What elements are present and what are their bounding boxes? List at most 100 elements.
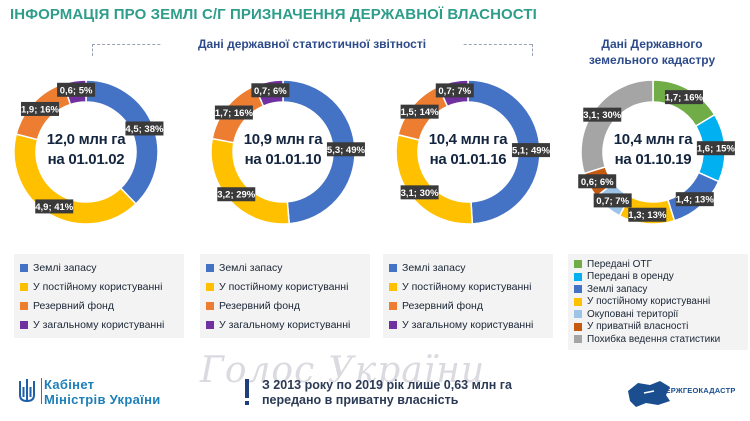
legend-item: Передані в оренду (574, 271, 742, 284)
slice-data-label: 0,6; 5% (57, 82, 96, 97)
slice-label-text: 1,3; 13% (628, 210, 667, 221)
slice-label-text: 1,9; 16% (21, 104, 60, 115)
legend-label: Землі запасу (587, 283, 648, 295)
legend-item: Похибка ведення статистики (574, 333, 742, 346)
label-box (435, 83, 474, 98)
legend-label: Резервний фонд (402, 299, 483, 312)
label-box (400, 185, 439, 200)
legend-swatch (389, 301, 397, 310)
slice-label-text: 3,1; 30% (401, 188, 440, 199)
legend-swatch (574, 260, 582, 269)
legend-item: Передані ОТГ (574, 258, 742, 271)
donut-slice (580, 79, 654, 175)
page-title: ІНФОРМАЦІЯ ПРО ЗЕМЛІ С/Г ПРИЗНАЧЕННЯ ДЕР… (10, 6, 537, 23)
legend-2016: Землі запасу У постійному користуванні Рез… (383, 254, 553, 338)
donut-svg-2019: 1,7; 16% 1,6; 15% 1,4; 13% 1,3; 13% 0,7; 7% 0… (578, 79, 736, 225)
legend-item: Землі запасу (20, 258, 178, 277)
legend-swatch (389, 263, 397, 272)
donut-chart-2016: 5,1; 49% 3,1; 30% 1,5; 14% 0,7; 7% 10,4 млн… (388, 72, 551, 232)
legend-label: У загальному користуванні (219, 318, 351, 331)
slice-label-text: 0,7; 7% (596, 196, 629, 207)
legend-swatch (389, 282, 397, 291)
slice-label-text: 3,1; 30% (583, 110, 622, 121)
label-box (664, 90, 703, 105)
slice-data-label: 5,3; 49% (327, 142, 366, 157)
legend-label: У загальному користуванні (33, 318, 165, 331)
legend-swatch (20, 282, 28, 291)
donut-center-area: 10,4 млн га (428, 131, 508, 148)
legend-item: Резервний фонд (20, 296, 178, 315)
slice-label-text: 1,7; 16% (215, 108, 254, 119)
legend-swatch (574, 310, 582, 319)
slice-label-text: 1,7; 16% (665, 93, 704, 104)
exclamation-icon (245, 379, 249, 405)
privatization-note: З 2013 року по 2019 рік лише 0,63 млн га… (262, 378, 512, 408)
label-box (217, 187, 256, 202)
slice-data-label: 1,6; 15% (696, 141, 736, 156)
slice-data-label: 4,9; 41% (35, 199, 74, 214)
agency-name: ДЕРЖГЕОКАДАСТР (660, 386, 736, 395)
legend-item: У постійному користуванні (389, 277, 547, 296)
legend-label: Передані в оренду (587, 271, 674, 283)
slice-label-text: 1,6; 15% (697, 144, 736, 155)
slice-data-label: 3,1; 30% (583, 107, 622, 122)
label-box (400, 104, 439, 119)
donut-center-date: на 01.10.19 (614, 151, 692, 168)
legend-label: У постійному користуванні (587, 296, 711, 308)
donut-center-date: на 01.01.10 (244, 151, 322, 168)
slice-label-text: 4,5; 38% (125, 124, 164, 135)
legend-label: У приватній власності (587, 321, 689, 333)
donut-svg-2016: 5,1; 49% 3,1; 30% 1,5; 14% 0,7; 7% (395, 79, 551, 225)
legend-2002: Землі запасу У постійному користуванні Рез… (14, 254, 184, 338)
donut-svg-2010: 5,3; 49% 3,2; 29% 1,7; 16%0,7; 6% (210, 79, 366, 225)
legend-label: Резервний фонд (33, 299, 114, 312)
donut-center-2010: 10,9 млн га на 01.01.10 (203, 130, 363, 170)
label-box (511, 143, 550, 158)
slice-label-text: 5,3; 49% (327, 145, 366, 156)
label-box (214, 105, 253, 120)
legend-item: Землі запасу (206, 258, 364, 277)
legend-2010: Землі запасу У постійному користуванні Рез… (200, 254, 370, 338)
donut-center-2019: 10,4 млн га на 01.10.19 (573, 130, 733, 170)
slice-label-text: 3,2; 29% (217, 190, 256, 201)
donut-center-area: 12,0 млн га (46, 131, 126, 148)
legend-swatch (206, 320, 214, 329)
legend-item: У постійному користуванні (20, 277, 178, 296)
legend-label: Окуповані території (587, 308, 679, 320)
label-box (696, 141, 735, 156)
slice-data-label: 0,6; 6% (578, 174, 617, 189)
legend-swatch (206, 282, 214, 291)
legend-swatch (20, 263, 28, 272)
slice-data-label: 1,7; 16% (664, 90, 704, 105)
donut-chart-2010: 5,3; 49% 3,2; 29% 1,7; 16% 0,7; 6% 10,9 млн… (203, 72, 366, 232)
legend-label: Землі запасу (219, 261, 283, 274)
legend-label: Землі запасу (33, 261, 97, 274)
donut-center-date: на 01.01.02 (47, 151, 125, 168)
legend-label: У постійному користуванні (33, 280, 163, 293)
legend-item: У загальному користуванні (206, 315, 364, 334)
label-box (251, 83, 290, 98)
slice-label-text: 0,7; 7% (438, 86, 471, 97)
donut-center-area: 10,4 млн га (613, 131, 693, 148)
slice-data-label: 1,5; 14% (400, 104, 439, 119)
legend-item: Землі запасу (389, 258, 547, 277)
legend-swatch (574, 285, 582, 294)
label-box (583, 107, 622, 122)
slice-label-text: 1,4; 13% (676, 195, 715, 206)
ukraine-map-icon (628, 381, 670, 407)
government-name: Кабінет Міністрів України (44, 377, 161, 407)
legend-label: У постійному користуванні (219, 280, 349, 293)
legend-item: У постійному користуванні (574, 296, 742, 309)
label-box (675, 192, 714, 207)
legend-item: У приватній власності (574, 321, 742, 334)
slice-data-label: 0,7; 7% (593, 193, 632, 208)
government-name-line1: Кабінет (44, 377, 95, 392)
legend-item: Землі запасу (574, 283, 742, 296)
section-header-cadastre: Дані Державного земельного кадастру (588, 37, 716, 67)
donut-slice (282, 79, 356, 225)
slice-data-label: 0,7; 7% (435, 83, 474, 98)
donut-chart-2019: 1,7; 16% 1,6; 15% 1,4; 13% 1,3; 13% 0,7; 7% 0… (573, 72, 736, 232)
donut-center-date: на 01.01.16 (429, 151, 507, 168)
legend-label: Резервний фонд (219, 299, 300, 312)
trident-icon (19, 379, 35, 403)
